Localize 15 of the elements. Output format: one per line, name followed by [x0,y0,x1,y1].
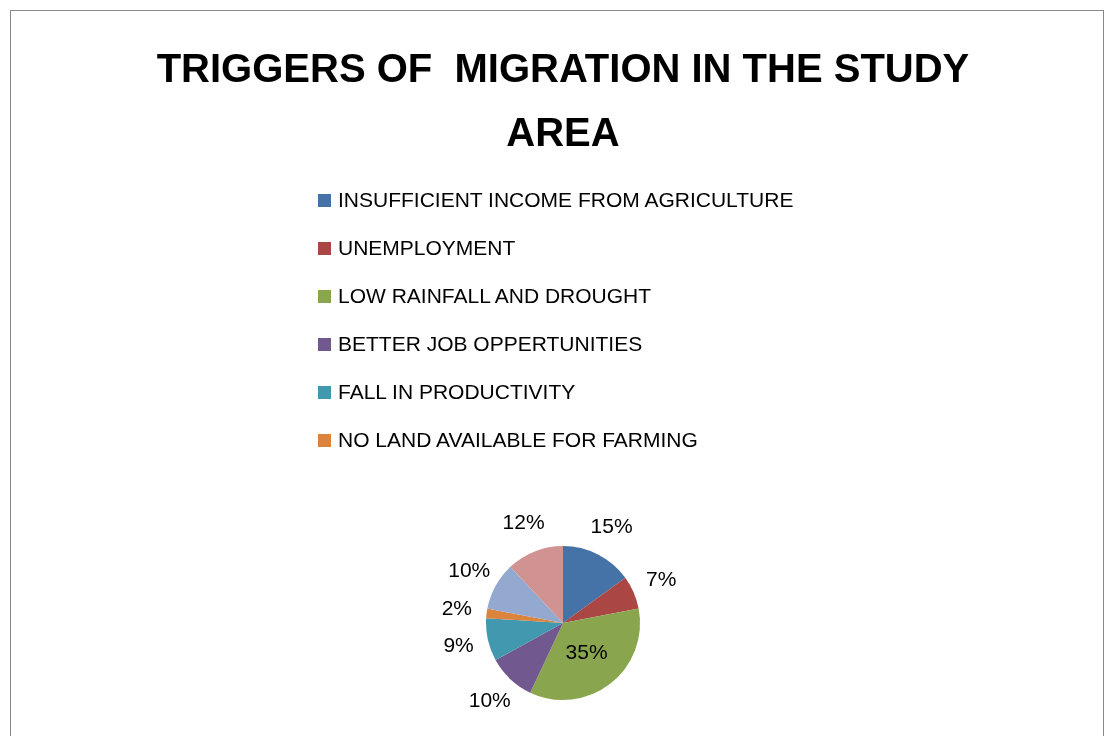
data-label: 9% [443,633,474,657]
chart-title: TRIGGERS OF MIGRATION IN THE STUDY AREA [155,45,971,156]
data-label: 35% [565,640,608,664]
legend-label: INSUFFICIENT INCOME FROM AGRICULTURE [338,188,794,212]
legend-label: UNEMPLOYMENT [338,236,516,260]
data-label: 7% [646,567,677,591]
legend-label: LOW RAINFALL AND DROUGHT [338,284,652,308]
legend-label: NO LAND AVAILABLE FOR FARMING [338,428,698,452]
legend-label: FALL IN PRODUCTIVITY [338,380,576,404]
data-label: 12% [502,510,545,534]
data-label: 2% [441,596,473,620]
data-label: 10% [468,687,511,711]
data-label: 15% [590,514,633,538]
data-label: 10% [448,558,491,582]
legend-label: BETTER JOB OPPERTUNITIES [338,332,643,356]
